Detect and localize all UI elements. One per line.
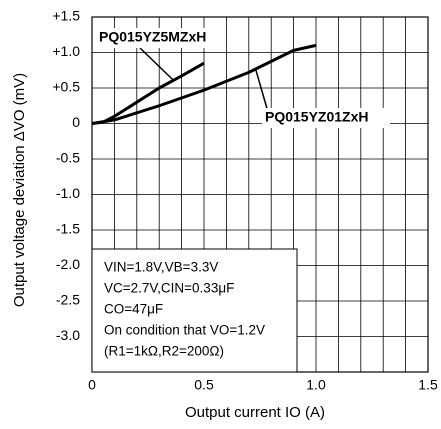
y-tick-label: -0.5	[56, 150, 80, 166]
label-bg	[96, 28, 224, 48]
y-tick-label: -1.5	[56, 221, 80, 237]
y-tick-label: -3.0	[56, 327, 80, 343]
x-axis-label: Output current IO (A)	[185, 404, 325, 421]
condition-text: VIN=1.8V,VB=3.3V	[104, 260, 218, 275]
y-tick-label: +0.5	[52, 79, 80, 95]
y-tick-label: 0	[72, 114, 80, 130]
series-label: PQ015YZ5MZxH	[99, 29, 206, 45]
x-tick-label: 1.0	[306, 377, 326, 393]
y-tick-label: -2.5	[56, 292, 80, 308]
condition-text: On condition that VO=1.2V	[104, 323, 265, 338]
y-axis-label: Output voltage deviation ΔVO (mV)	[11, 73, 28, 307]
series-line	[91, 61, 205, 125]
condition-text: VC=2.7V,CIN=0.33μF	[104, 281, 234, 296]
series-line	[91, 43, 317, 125]
x-tick-label: 0.5	[194, 377, 214, 393]
y-tick-label: +1.0	[52, 43, 80, 59]
label-bg	[262, 108, 390, 128]
condition-box	[91, 248, 298, 373]
x-tick-label: 1.5	[418, 377, 438, 393]
series-label: PQ015YZ01ZxH	[265, 109, 369, 125]
y-tick-label: +1.5	[52, 8, 80, 24]
leader-line	[139, 47, 174, 81]
leader-line	[254, 68, 269, 113]
x-tick-label: 0	[88, 377, 96, 393]
condition-text: (R1=1kΩ,R2=200Ω)	[104, 344, 224, 359]
y-tick-label: -1.0	[56, 185, 80, 201]
y-tick-label: -2.0	[56, 256, 80, 272]
condition-text: CO=47μF	[104, 302, 163, 317]
